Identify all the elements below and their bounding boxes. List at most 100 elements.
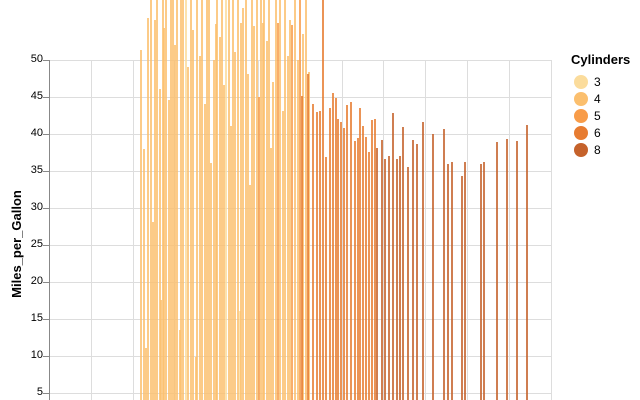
rule-mark xyxy=(340,122,342,400)
x-grid-line xyxy=(425,59,427,400)
rule-mark xyxy=(284,0,286,400)
rule-mark xyxy=(451,162,453,400)
rule-mark xyxy=(216,0,218,400)
rule-mark xyxy=(301,95,303,400)
rule-mark xyxy=(249,185,251,400)
rule-mark xyxy=(464,161,466,400)
rule-mark xyxy=(210,163,212,400)
rule-mark xyxy=(496,142,498,400)
rule-mark xyxy=(322,0,324,400)
rule-mark xyxy=(279,0,281,400)
rule-mark xyxy=(374,118,376,400)
legend-swatch-icon xyxy=(574,143,588,157)
rule-mark xyxy=(399,156,401,400)
rule-mark xyxy=(258,96,260,400)
y-tick-label: 35 xyxy=(30,164,43,176)
rule-mark xyxy=(196,0,198,400)
rule-mark xyxy=(329,108,331,400)
rule-mark xyxy=(365,137,367,400)
y-tick xyxy=(43,170,49,172)
legend-swatch-icon xyxy=(574,126,588,140)
y-axis-title-wrap: Miles_per_Gallon xyxy=(8,184,24,304)
rule-mark xyxy=(443,129,445,400)
rule-mark xyxy=(289,20,291,400)
y-axis-title: Miles_per_Gallon xyxy=(9,190,24,298)
rule-mark xyxy=(343,128,345,400)
rule-mark xyxy=(359,107,361,400)
rule-mark xyxy=(213,59,215,400)
rule-mark xyxy=(247,74,249,400)
rule-mark xyxy=(368,152,370,400)
rule-mark xyxy=(319,110,321,400)
x-grid-line xyxy=(341,59,343,400)
y-tick xyxy=(43,244,49,246)
rule-mark xyxy=(156,0,158,400)
y-tick xyxy=(43,59,49,61)
y-tick xyxy=(43,392,49,394)
legend-item-label: 3 xyxy=(594,75,601,89)
rule-mark xyxy=(294,0,296,400)
x-grid-line xyxy=(467,59,468,400)
rule-mark xyxy=(516,140,518,400)
rule-mark xyxy=(308,72,310,400)
y-tick-label: 25 xyxy=(30,238,43,250)
rule-mark xyxy=(332,92,334,400)
rule-mark xyxy=(176,0,178,400)
rule-mark xyxy=(187,66,189,400)
legend-swatch-icon xyxy=(574,75,588,89)
rule-mark xyxy=(251,0,253,400)
rule-mark xyxy=(335,97,337,400)
rule-mark xyxy=(163,28,165,400)
rule-mark xyxy=(180,0,182,400)
rule-mark xyxy=(204,103,206,400)
rule-mark xyxy=(432,134,434,400)
rule-mark xyxy=(256,0,258,400)
y-tick xyxy=(43,355,49,357)
rule-mark xyxy=(357,137,359,400)
rule-mark xyxy=(242,7,244,400)
rule-mark xyxy=(182,0,184,400)
y-tick-label: 45 xyxy=(30,90,43,102)
y-tick-label: 15 xyxy=(30,312,43,324)
rule-mark xyxy=(160,300,162,400)
rule-mark xyxy=(461,176,463,400)
y-tick xyxy=(43,207,49,209)
rule-mark xyxy=(396,158,398,400)
legend-item-label: 4 xyxy=(594,92,601,106)
rule-mark xyxy=(208,0,210,400)
rule-mark xyxy=(392,112,394,400)
legend-item: 4 xyxy=(574,92,630,106)
rule-mark xyxy=(230,126,232,400)
y-tick xyxy=(43,133,49,135)
rule-mark xyxy=(223,85,225,400)
rule-mark xyxy=(346,105,348,400)
rule-mark xyxy=(219,37,221,400)
rule-mark xyxy=(159,89,161,400)
rule-mark xyxy=(275,0,277,400)
rule-mark xyxy=(143,149,145,400)
rule-mark xyxy=(147,18,149,400)
rule-mark xyxy=(299,0,301,400)
rule-mark xyxy=(371,120,373,400)
rule-mark xyxy=(201,0,203,400)
rule-mark xyxy=(172,0,174,400)
rule-mark xyxy=(388,155,390,400)
y-tick xyxy=(43,281,49,283)
rule-mark xyxy=(297,60,299,400)
rule-mark xyxy=(422,121,424,400)
rule-mark xyxy=(199,55,201,400)
rule-mark xyxy=(168,100,170,400)
rule-mark xyxy=(221,0,223,400)
y-tick-label: 50 xyxy=(30,53,43,65)
rule-mark xyxy=(263,0,265,400)
rule-mark xyxy=(228,0,230,400)
rule-mark xyxy=(266,41,268,400)
legend: Cylinders 3 4 5 6 8 xyxy=(571,52,630,160)
rule-mark xyxy=(152,222,154,400)
y-tick xyxy=(43,96,49,98)
rule-mark xyxy=(447,163,449,400)
x-grid-line xyxy=(90,59,92,400)
rule-mark xyxy=(240,22,242,400)
rule-mark xyxy=(526,125,528,400)
rule-mark xyxy=(354,140,356,400)
